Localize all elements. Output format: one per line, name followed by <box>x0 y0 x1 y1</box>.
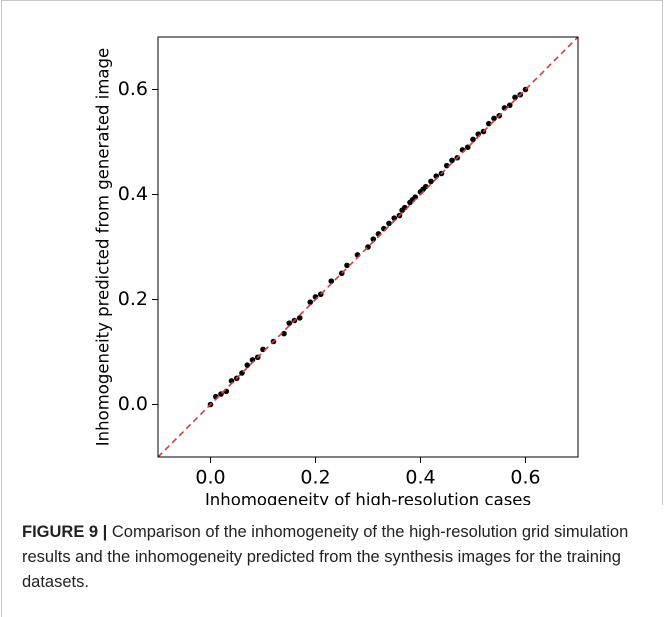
point <box>328 278 335 284</box>
point <box>244 362 251 368</box>
point <box>449 157 455 164</box>
x-axis-label: Inhomogeneity of high-resolution cases <box>205 491 531 506</box>
point <box>370 236 377 242</box>
point <box>512 94 518 101</box>
point <box>386 220 392 227</box>
caption: FIGURE 9 | Comparison of the inhomogenei… <box>22 520 642 595</box>
x-tick-label: 0.6 <box>510 467 540 489</box>
reference-line <box>157 36 579 458</box>
caption-label: FIGURE 9 | <box>22 523 108 541</box>
point <box>296 315 303 321</box>
x-tick-label: 0.4 <box>405 467 435 489</box>
caption-text: Comparison of the inhomogeneity of the h… <box>22 523 629 591</box>
point <box>281 330 287 337</box>
x-tick-label: 0.2 <box>300 467 330 489</box>
point <box>491 115 497 122</box>
point <box>307 299 314 305</box>
x-tick-label: 0.0 <box>195 467 225 489</box>
y-tick-label: 0.2 <box>118 288 148 310</box>
point <box>485 120 492 127</box>
point <box>470 136 476 143</box>
y-tick-label: 0.4 <box>118 183 148 205</box>
point <box>428 178 434 185</box>
point <box>286 320 293 326</box>
figure-frame <box>1 0 663 505</box>
point <box>344 262 350 269</box>
frame-line <box>1 505 2 617</box>
y-tick-label: 0.0 <box>118 393 148 415</box>
y-tick-label: 0.6 <box>118 78 148 100</box>
y-axis-label: Inhomogeneity predicted from generated i… <box>94 48 113 446</box>
chart: 0.0 0.2 0.4 0.6 0.0 0.2 0.4 0.6 Inhomogeneity of… <box>94 36 579 506</box>
plot-frame <box>157 36 579 458</box>
